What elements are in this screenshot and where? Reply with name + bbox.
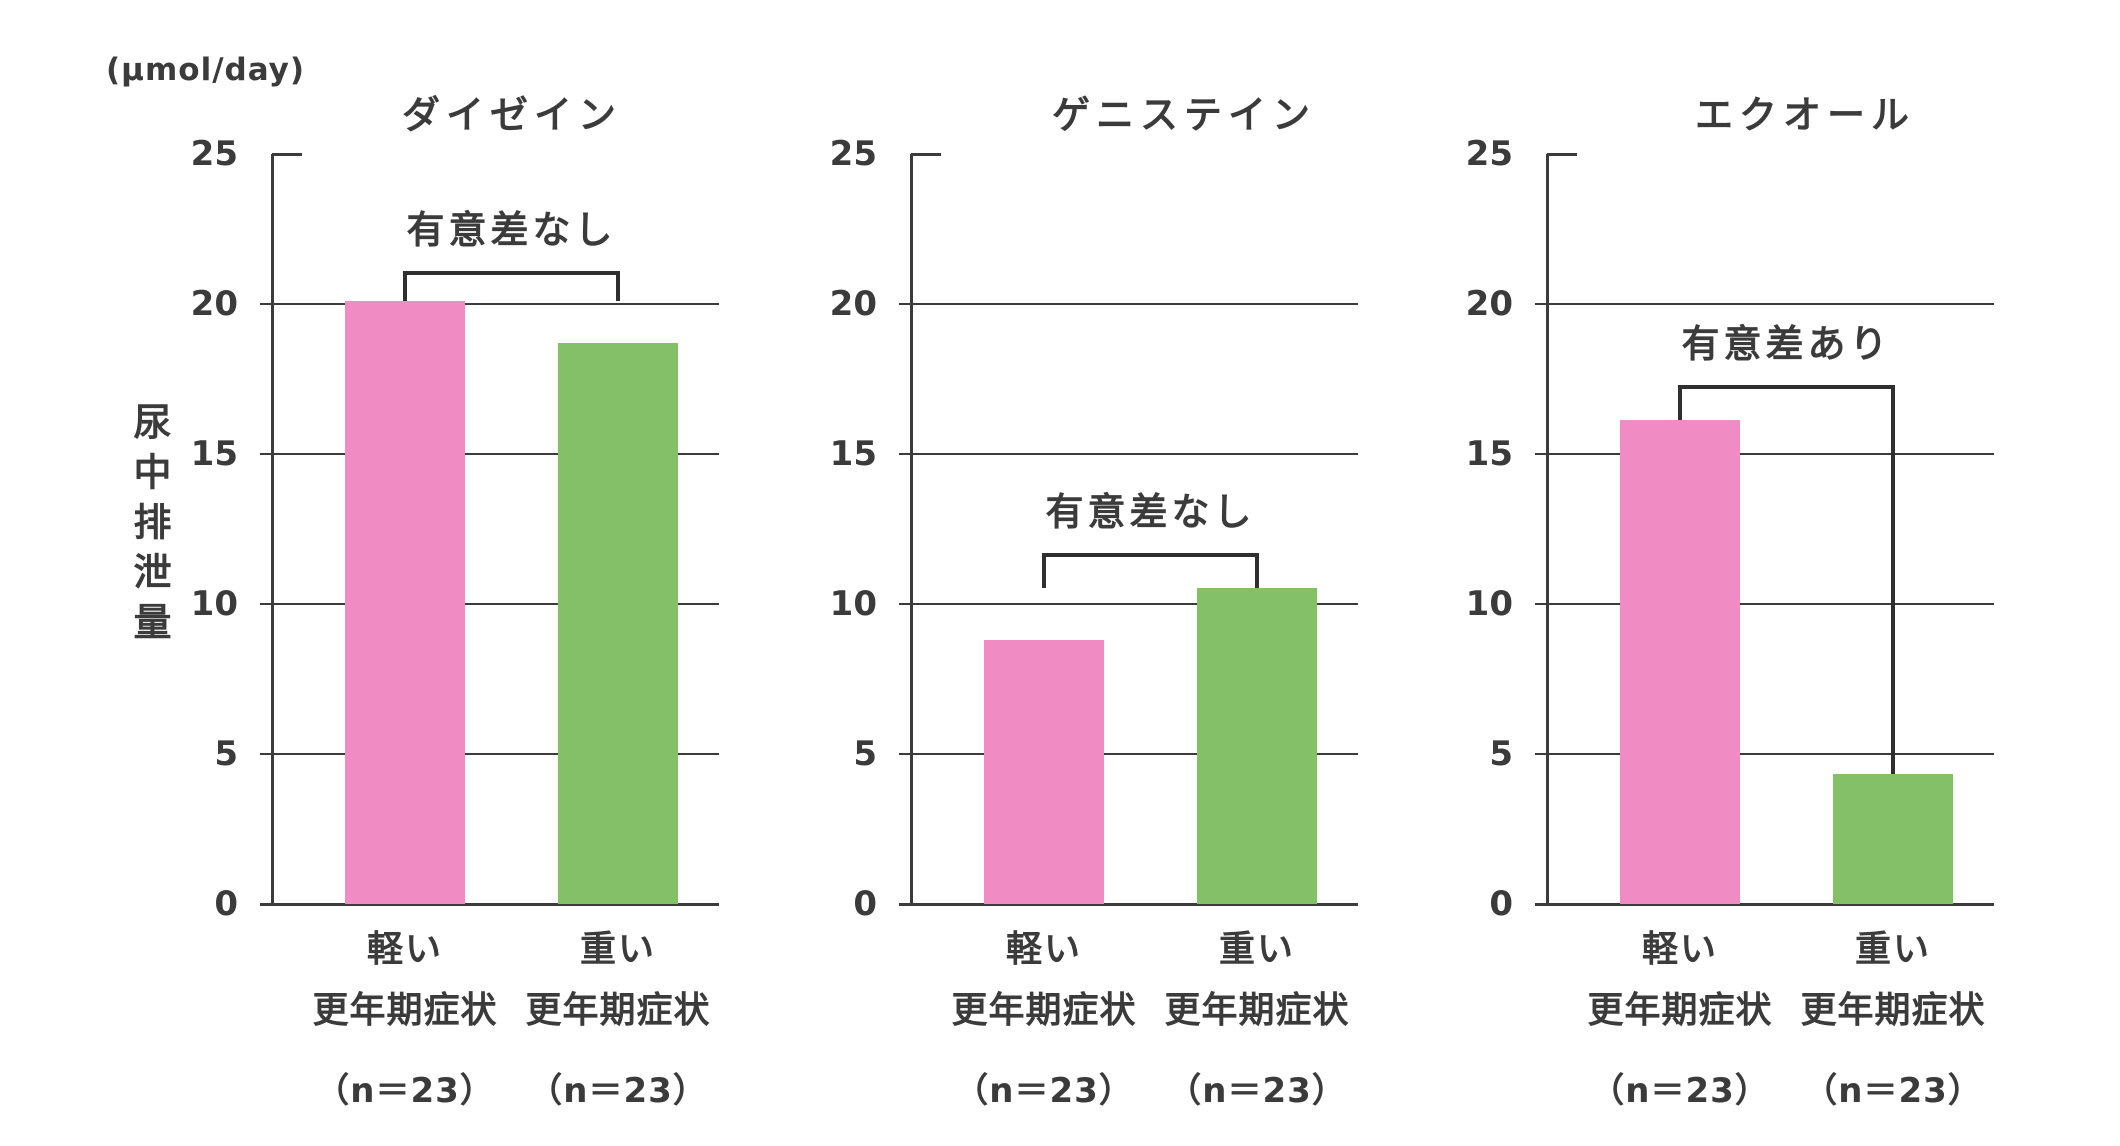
sample-size-label: （n＝23） xyxy=(1167,1071,1347,1111)
y-axis-unit-label: (μmol/day) xyxy=(106,52,306,88)
y-tick-5: 5 xyxy=(214,734,238,774)
gridline-5 xyxy=(899,753,1358,755)
significance-label: 有意差なし xyxy=(1045,490,1256,534)
gridline-20 xyxy=(1535,303,1994,305)
significance-bracket-left-leg xyxy=(403,271,407,301)
significance-label: 有意差あり xyxy=(1681,322,1892,366)
significance-bracket xyxy=(1678,385,1895,389)
y-tick-20: 20 xyxy=(190,284,238,324)
x-label-line2: 更年期症状 xyxy=(1164,990,1350,1031)
x-label-heavy-symptoms: 重い 更年期症状 （n＝23） xyxy=(458,920,778,1112)
bar-heavy-symptoms xyxy=(1197,587,1317,904)
x-label-light-symptoms: 軽い 更年期症状 （n＝23） xyxy=(884,920,1204,1112)
y-tick-25: 25 xyxy=(829,134,877,174)
x-label-line2: 更年期症状 xyxy=(951,990,1137,1031)
sample-size-label: （n＝23） xyxy=(1590,1071,1770,1111)
sample-size-label: （n＝23） xyxy=(315,1071,495,1111)
x-label-light-symptoms: 軽い 更年期症状 （n＝23） xyxy=(1520,920,1840,1112)
significance-bracket xyxy=(1042,553,1259,557)
y-tick-0: 0 xyxy=(214,884,238,924)
y-tick-0: 0 xyxy=(853,884,877,924)
y-tick-20: 20 xyxy=(829,284,877,324)
axis-top-tick xyxy=(1547,153,1577,156)
gridline-20 xyxy=(899,303,1358,305)
bar-light-symptoms xyxy=(1620,419,1740,904)
y-tick-0: 0 xyxy=(1489,884,1513,924)
bar-heavy-symptoms xyxy=(558,343,678,904)
gridline-10 xyxy=(260,603,719,605)
x-label-line1: 軽い xyxy=(1641,929,1718,970)
x-axis-line xyxy=(260,903,719,906)
significance-bracket xyxy=(403,271,620,275)
sample-size-label: （n＝23） xyxy=(954,1071,1134,1111)
x-label-line2: 更年期症状 xyxy=(1800,990,1986,1031)
y-tick-5: 5 xyxy=(1489,734,1513,774)
bar-heavy-symptoms xyxy=(1833,773,1953,904)
significance-bracket-right-leg xyxy=(616,271,620,301)
chart-title: ダイゼイン xyxy=(401,93,623,137)
axis-top-tick xyxy=(272,153,302,156)
sample-size-label: （n＝23） xyxy=(528,1071,708,1111)
gridline-5 xyxy=(1535,753,1994,755)
y-axis-line xyxy=(909,154,913,906)
x-label-line2: 更年期症状 xyxy=(1587,990,1773,1031)
y-tick-15: 15 xyxy=(190,434,238,474)
significance-bracket-right-leg xyxy=(1255,553,1259,588)
gridline-10 xyxy=(899,603,1358,605)
gridline-15 xyxy=(899,453,1358,455)
significance-bracket-left-leg xyxy=(1042,553,1046,588)
y-tick-10: 10 xyxy=(829,584,877,624)
y-tick-5: 5 xyxy=(853,734,877,774)
sample-size-label: （n＝23） xyxy=(1803,1071,1983,1111)
x-label-line1: 軽い xyxy=(366,929,443,970)
gridline-15 xyxy=(260,453,719,455)
y-axis-line xyxy=(1545,154,1549,906)
x-axis-line xyxy=(1535,903,1994,906)
y-tick-10: 10 xyxy=(1465,584,1513,624)
x-label-line1: 重い xyxy=(1854,929,1931,970)
chart-title: ゲニステイン xyxy=(1051,93,1317,137)
significance-bracket-right-leg xyxy=(1891,385,1895,774)
y-tick-25: 25 xyxy=(190,134,238,174)
x-axis-line xyxy=(899,903,1358,906)
gridline-10 xyxy=(1535,603,1994,605)
significance-label: 有意差なし xyxy=(406,208,617,252)
y-axis-title: 尿中排泄量 xyxy=(127,402,171,652)
x-label-line2: 更年期症状 xyxy=(525,990,711,1031)
x-label-line2: 更年期症状 xyxy=(312,990,498,1031)
y-tick-15: 15 xyxy=(829,434,877,474)
y-tick-20: 20 xyxy=(1465,284,1513,324)
x-label-heavy-symptoms: 重い 更年期症状 （n＝23） xyxy=(1097,920,1417,1112)
significance-bracket-left-leg xyxy=(1678,385,1682,420)
x-label-light-symptoms: 軽い 更年期症状 （n＝23） xyxy=(245,920,565,1112)
x-label-line1: 重い xyxy=(579,929,656,970)
x-label-heavy-symptoms: 重い 更年期症状 （n＝23） xyxy=(1733,920,2053,1112)
x-label-line1: 重い xyxy=(1218,929,1295,970)
bar-light-symptoms xyxy=(345,301,465,904)
y-tick-15: 15 xyxy=(1465,434,1513,474)
gridline-15 xyxy=(1535,453,1994,455)
x-label-line1: 軽い xyxy=(1005,929,1082,970)
y-tick-25: 25 xyxy=(1465,134,1513,174)
y-axis-line xyxy=(270,154,274,906)
gridline-20 xyxy=(260,303,719,305)
y-tick-10: 10 xyxy=(190,584,238,624)
gridline-5 xyxy=(260,753,719,755)
axis-top-tick xyxy=(911,153,941,156)
chart-title: エクオール xyxy=(1694,93,1916,137)
bar-light-symptoms xyxy=(984,640,1104,904)
